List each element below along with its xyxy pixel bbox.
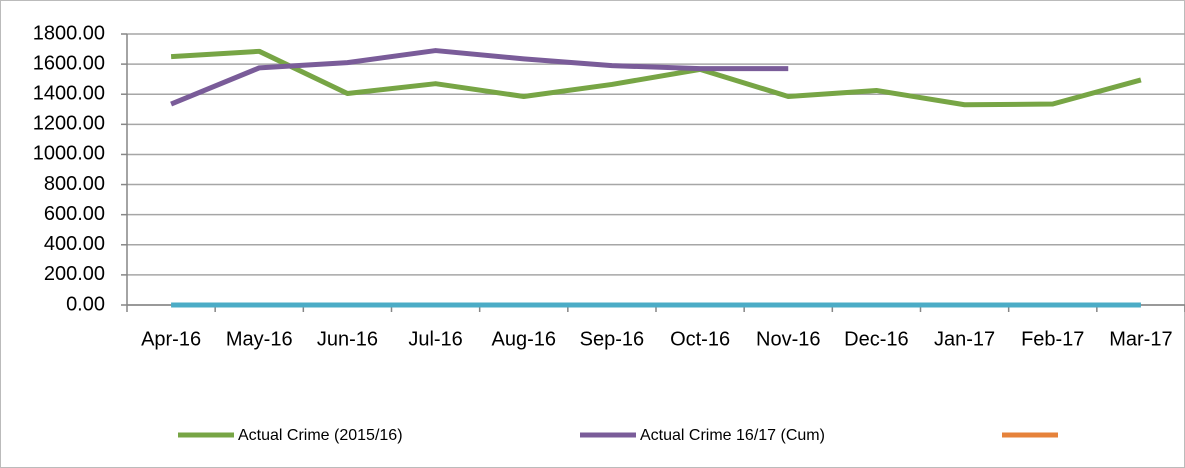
y-tick-label: 600.00 [44,203,105,225]
y-tick-label: 0.00 [66,293,105,315]
x-tick-label: Nov-16 [756,328,820,350]
x-tick-label: May-16 [226,328,293,350]
legend-label: Actual Crime (2015/16) [238,427,403,444]
x-tick-label: Oct-16 [670,328,730,350]
x-tick-label: Feb-17 [1021,328,1084,350]
y-tick-label: 1200.00 [33,113,105,135]
y-tick-label: 200.00 [44,263,105,285]
x-tick-label: Sep-16 [580,328,645,350]
x-tick-label: Jul-16 [408,328,462,350]
y-tick-label: 1400.00 [33,83,105,105]
y-tick-label: 400.00 [44,233,105,255]
x-tick-label: Aug-16 [492,328,557,350]
x-tick-label: Jun-16 [317,328,378,350]
y-tick-label: 1800.00 [33,22,105,44]
x-tick-label: Jan-17 [934,328,995,350]
y-tick-label: 800.00 [44,173,105,195]
x-tick-label: Mar-17 [1109,328,1172,350]
x-tick-label: Dec-16 [844,328,908,350]
y-tick-label: 1000.00 [33,143,105,165]
series-line [170,48,789,107]
series-line [170,48,1142,108]
x-tick-label: Apr-16 [141,328,201,350]
y-tick-label: 1600.00 [33,52,105,74]
legend-label: Actual Crime 16/17 (Cum) [640,427,825,444]
